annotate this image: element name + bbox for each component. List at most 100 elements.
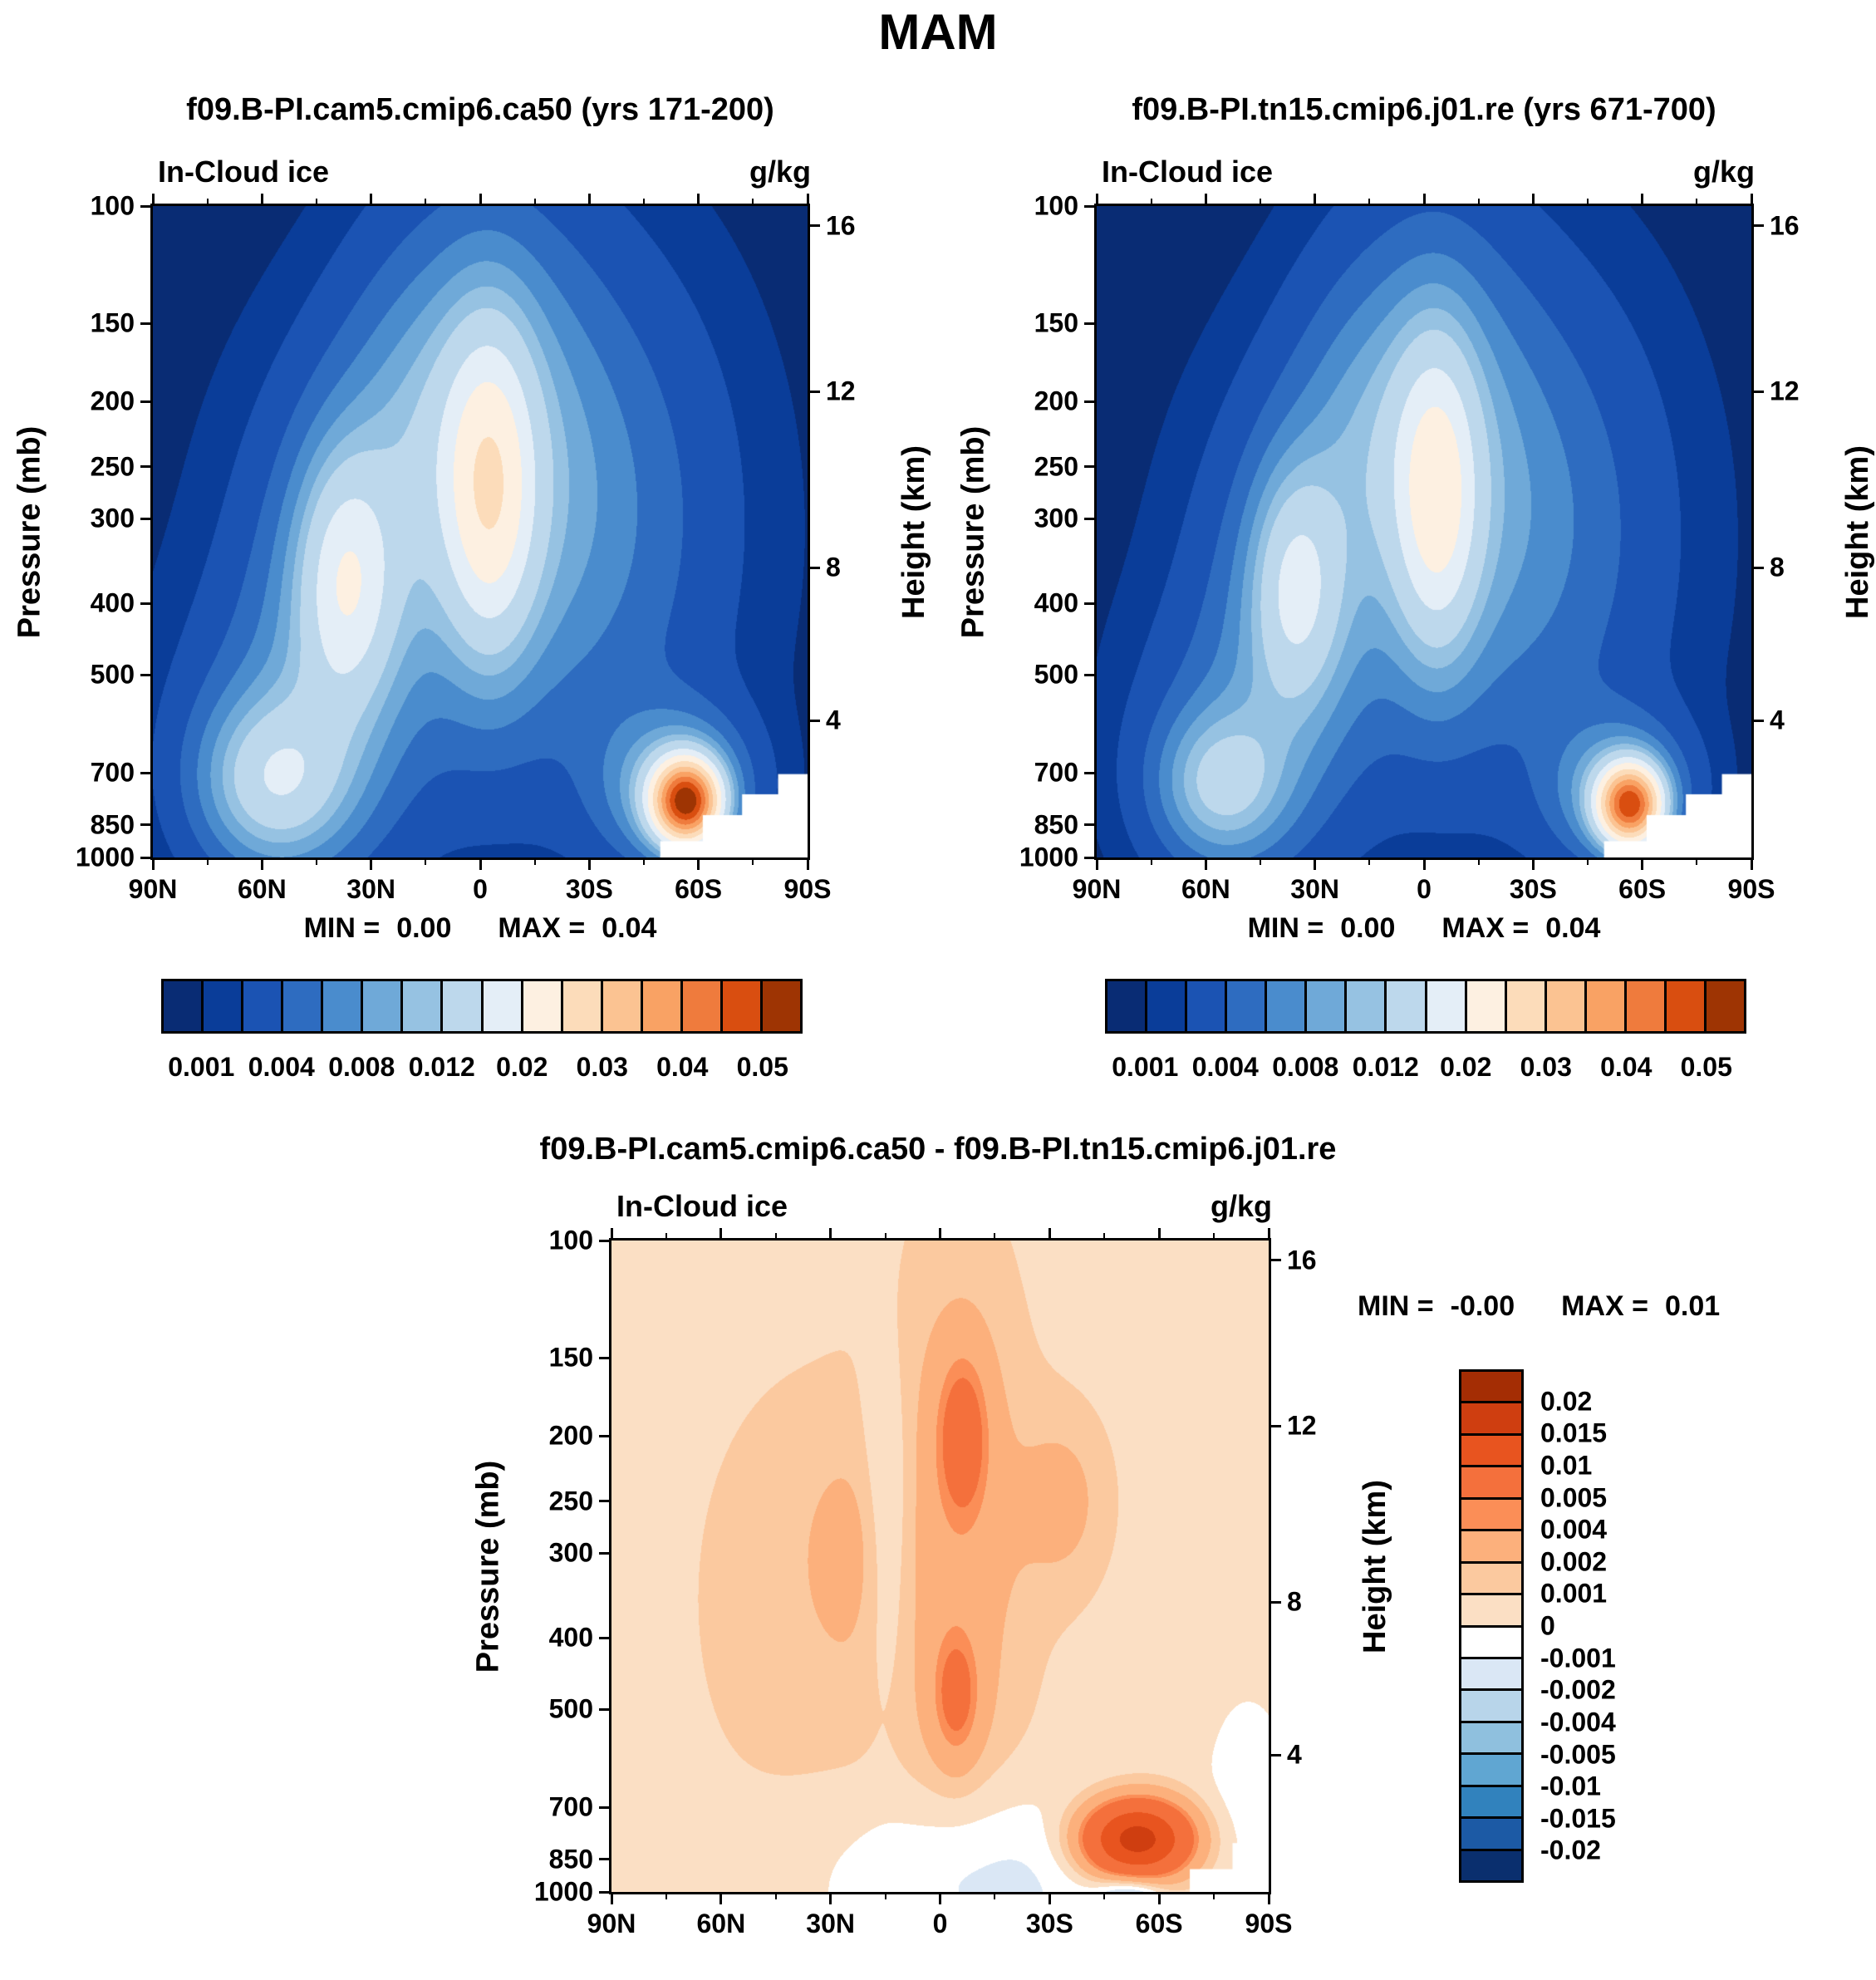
colorbar-cell xyxy=(1459,1467,1524,1500)
pressure-axis-tick xyxy=(140,465,153,469)
x-axis-major-tick xyxy=(829,1892,832,1904)
panel-tn15-field-label: In-Cloud ice xyxy=(1102,155,1273,189)
pressure-axis-tick xyxy=(599,1239,611,1242)
x-axis-minor-tick xyxy=(643,199,645,206)
pressure-tick-label: 1000 xyxy=(75,842,135,872)
height-tick-label: 8 xyxy=(826,552,841,582)
pressure-tick-label: 500 xyxy=(1034,659,1078,690)
colorbar-label: 0.012 xyxy=(408,1052,475,1082)
height-axis-tick xyxy=(1751,719,1764,722)
pressure-tick-label: 100 xyxy=(1034,190,1078,221)
pressure-axis-tick xyxy=(599,1806,611,1809)
x-tick-label: 60N xyxy=(238,874,287,904)
pressure-axis-tick xyxy=(1084,465,1097,469)
pressure-tick-label: 250 xyxy=(90,451,135,482)
x-axis-major-tick xyxy=(370,857,373,870)
x-axis-major-tick xyxy=(1422,194,1426,206)
colorbar-cell xyxy=(1307,979,1348,1034)
colorbar-cell xyxy=(642,979,683,1034)
x-axis-major-tick xyxy=(1048,1228,1051,1241)
colorbar-label: 0.002 xyxy=(1540,1546,1608,1577)
panel-tn15-title: f09.B-PI.tn15.cmip6.j01.re (yrs 671-700) xyxy=(1132,92,1716,127)
pressure-tick-label: 150 xyxy=(548,1342,593,1373)
x-axis-minor-tick xyxy=(1150,199,1152,206)
x-tick-label: 30N xyxy=(806,1909,855,1938)
min-label: MIN = xyxy=(1247,912,1324,944)
pressure-axis-title-text: Pressure (mb) xyxy=(12,425,47,638)
x-tick-label: 30S xyxy=(1509,874,1557,904)
panel-ca50-height-axis-title: Height (km) xyxy=(896,206,932,857)
colorbar-label: 0.015 xyxy=(1540,1417,1608,1448)
colorbar-cell xyxy=(1459,1531,1524,1564)
colorbar-cell xyxy=(1459,1755,1524,1787)
colorbar-cell xyxy=(562,979,603,1034)
max-value: 0.04 xyxy=(1545,912,1601,944)
panel-diff-colorbar: 0.02 0.015 0.01 0.005 0.004 0.002 0.001 0 -0.001… xyxy=(1459,1369,1616,1883)
colorbar-label: 0.001 xyxy=(1540,1578,1608,1609)
pressure-tick-label: 300 xyxy=(90,503,135,533)
x-axis-minor-tick xyxy=(533,199,536,206)
height-axis-tick xyxy=(808,719,820,722)
x-tick-label: 60S xyxy=(675,874,723,904)
pressure-axis-tick xyxy=(599,1858,611,1861)
pressure-tick-label: 100 xyxy=(90,190,135,221)
height-axis-tick xyxy=(1269,1600,1281,1604)
x-axis-minor-tick xyxy=(665,1892,667,1899)
pressure-axis-tick xyxy=(599,1636,611,1639)
panel-ca50-units-label: g/kg xyxy=(749,155,811,189)
min-value: -0.00 xyxy=(1450,1290,1515,1322)
pressure-axis-tick xyxy=(1084,322,1097,325)
colorbar-cell xyxy=(1105,979,1148,1034)
pressure-tick-label: 700 xyxy=(548,1791,593,1822)
height-axis-tick xyxy=(1751,390,1764,393)
colorbar-cell xyxy=(602,979,643,1034)
x-tick-label: 60N xyxy=(1181,874,1230,904)
pressure-tick-label: 250 xyxy=(1034,451,1078,482)
pressure-axis-tick xyxy=(1084,673,1097,676)
colorbar-label: 0.03 xyxy=(1520,1052,1572,1082)
colorbar-label: 0.02 xyxy=(1540,1386,1593,1417)
panel-tn15-colorbar: 0.001 0.004 0.008 0.012 0.02 0.03 0.04 0.05 xyxy=(1105,979,1746,1082)
pressure-axis-tick xyxy=(140,602,153,605)
x-axis-major-tick xyxy=(610,1892,613,1904)
x-axis-major-tick xyxy=(1750,857,1753,870)
x-axis-minor-tick xyxy=(1587,199,1589,206)
height-tick-label: 16 xyxy=(826,210,856,241)
height-tick-label: 12 xyxy=(1287,1410,1317,1441)
x-axis-major-tick xyxy=(1531,857,1535,870)
pressure-axis-tick xyxy=(140,673,153,676)
colorbar-label: 0.004 xyxy=(248,1052,315,1082)
x-axis-minor-tick xyxy=(533,857,536,865)
x-axis-major-tick xyxy=(719,1892,723,1904)
x-tick-label: 90S xyxy=(1727,874,1775,904)
panel-tn15: f09.B-PI.tn15.cmip6.j01.re (yrs 671-700)… xyxy=(956,92,1875,1082)
colorbar-cell xyxy=(1666,979,1707,1034)
colorbar-cell xyxy=(1147,979,1188,1034)
min-label: MIN = xyxy=(1358,1290,1434,1322)
x-axis-minor-tick xyxy=(1103,1892,1106,1899)
x-tick-label: 90S xyxy=(1245,1909,1293,1938)
pressure-axis-tick xyxy=(599,1551,611,1555)
pressure-tick-label: 700 xyxy=(90,757,135,788)
x-axis-minor-tick xyxy=(1696,199,1698,206)
height-axis-tick xyxy=(1751,566,1764,569)
colorbar-label: -0.02 xyxy=(1540,1835,1601,1865)
colorbar-cell xyxy=(1459,1691,1524,1723)
pressure-tick-label: 150 xyxy=(1034,307,1078,338)
panel-diff-field-label: In-Cloud ice xyxy=(616,1189,788,1223)
x-axis-minor-tick xyxy=(1368,857,1371,865)
x-axis-major-tick xyxy=(1641,857,1644,870)
colorbar-label: 0 xyxy=(1540,1610,1555,1641)
x-axis-major-tick xyxy=(697,857,700,870)
colorbar-label: 0.05 xyxy=(1680,1052,1732,1082)
x-axis-minor-tick xyxy=(1260,857,1261,865)
x-axis-minor-tick xyxy=(425,199,427,206)
x-axis-minor-tick xyxy=(752,857,754,865)
colorbar-label: 0.02 xyxy=(496,1052,548,1082)
x-axis-major-tick xyxy=(1314,857,1317,870)
height-axis-title-text: Height (km) xyxy=(896,445,931,619)
pressure-tick-label: 200 xyxy=(548,1420,593,1451)
x-axis-major-tick xyxy=(1531,194,1535,206)
panel-diff-units-label: g/kg xyxy=(1210,1189,1272,1223)
